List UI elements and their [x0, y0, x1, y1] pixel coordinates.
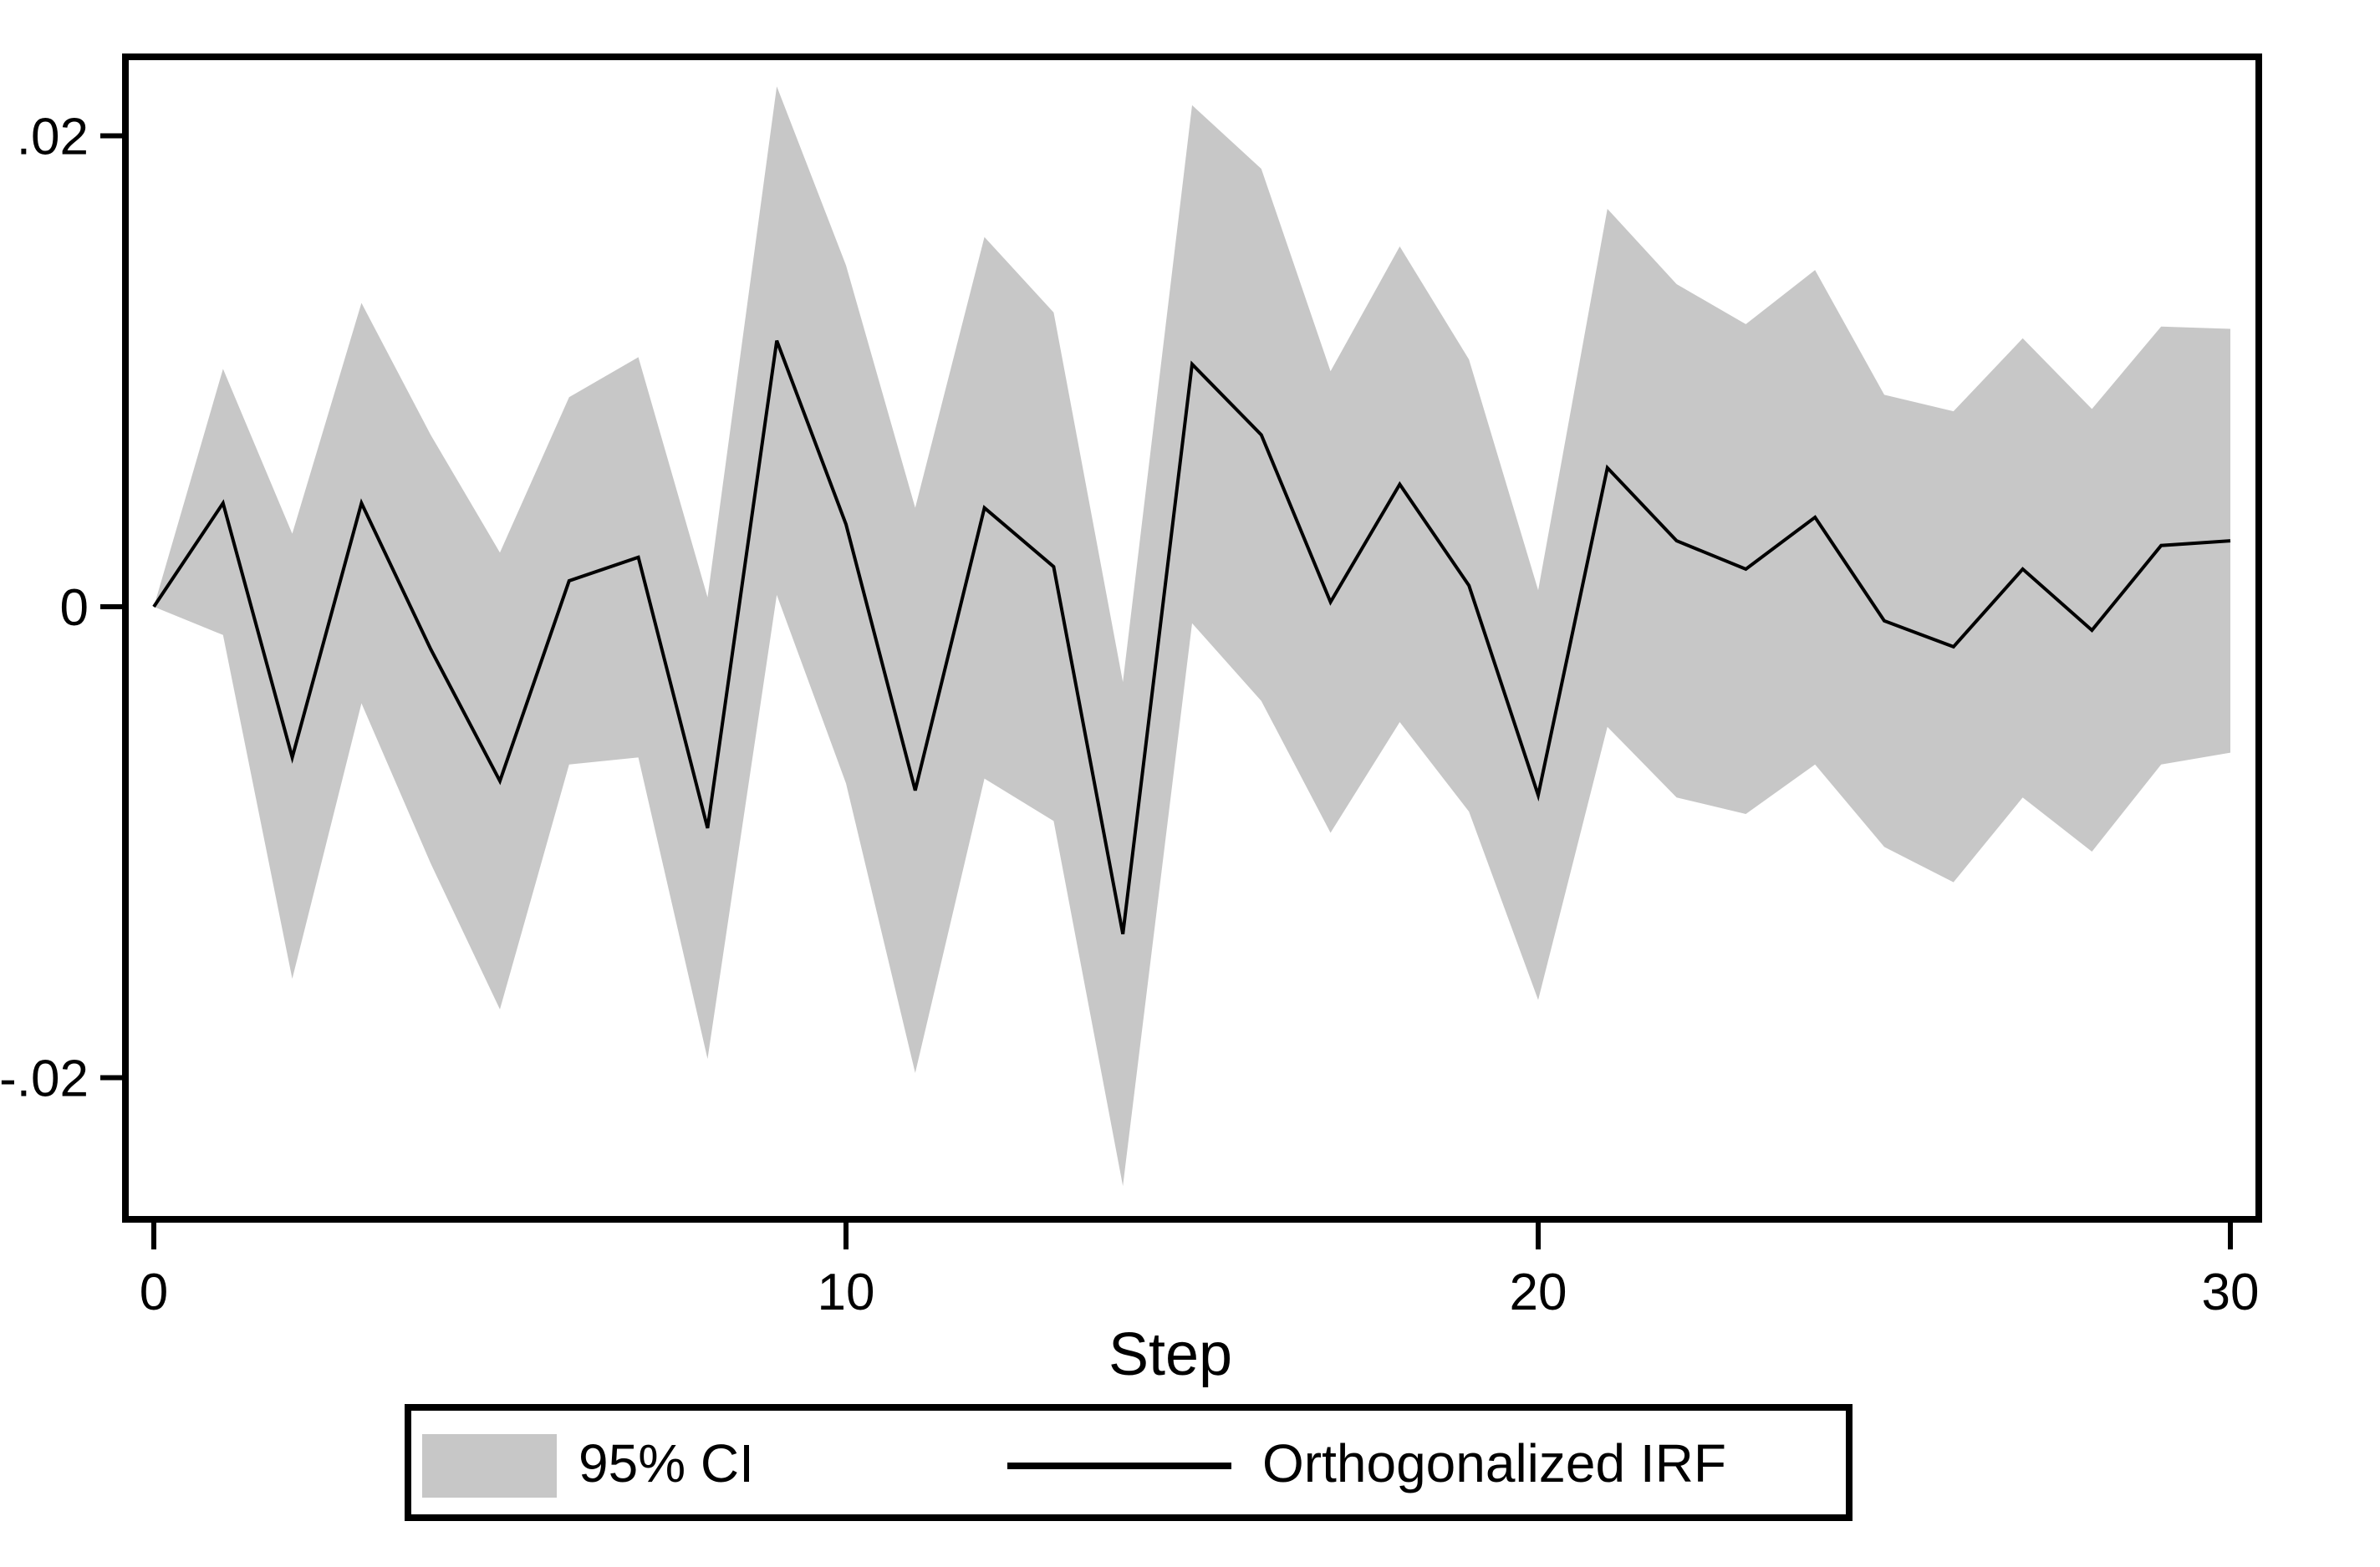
- y-axis: .02 0 -.02: [0, 109, 125, 1108]
- legend-ci-label: 95% CI: [578, 1433, 754, 1493]
- ci-band-swatch-icon: [422, 1434, 557, 1498]
- irf-line: [152, 339, 2231, 935]
- x-tick-label: 10: [818, 1264, 875, 1321]
- x-tick-label: 0: [140, 1264, 168, 1321]
- x-tick-label: 30: [2202, 1264, 2260, 1321]
- x-axis-title: Step: [1108, 1321, 1232, 1388]
- legend: 95% CI Orthogonalized IRF: [405, 1404, 1853, 1521]
- ci-band-area: [154, 86, 2230, 1187]
- x-tick-label: 20: [1510, 1264, 1567, 1321]
- y-tick-label: 0: [60, 579, 89, 637]
- plot-frame: [122, 53, 2262, 1223]
- x-axis: 0 10 20 30: [140, 1219, 2260, 1321]
- y-tick-label: -.02: [0, 1051, 89, 1108]
- legend-irf-label: Orthogonalized IRF: [1262, 1433, 1726, 1493]
- legend-box: [405, 1404, 1853, 1521]
- y-tick-label: .02: [17, 109, 89, 166]
